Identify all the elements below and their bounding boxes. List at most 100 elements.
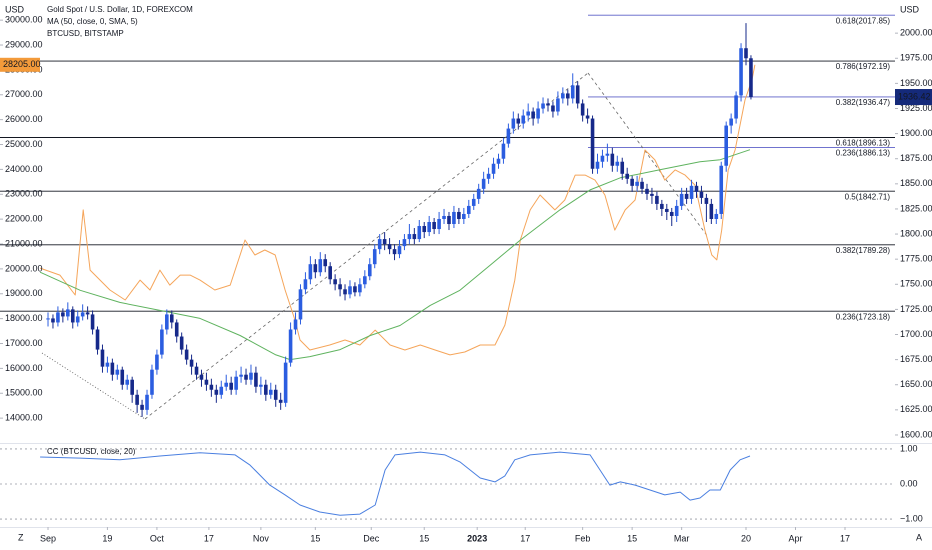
y-tick-label-left: 29000.00: [5, 39, 43, 49]
y-tick-label: 1950.00: [900, 78, 932, 88]
candle-body: [635, 181, 639, 186]
candle-body: [333, 279, 337, 285]
legend-title: Gold Spot / U.S. Dollar, 1D, FOREXCOM: [47, 5, 193, 14]
candle-body: [471, 198, 476, 206]
candle-body: [328, 266, 332, 280]
candle-body: [749, 58, 753, 98]
cc-tick-label: 1.00: [900, 443, 918, 453]
candle-body: [105, 362, 110, 367]
candle-body: [719, 165, 724, 214]
x-tick-label: 15: [310, 533, 320, 543]
candle-body: [338, 284, 342, 290]
x-tick-label: 17: [840, 533, 850, 543]
y-tick-label: 1825.00: [900, 203, 932, 213]
candle-layer: [46, 23, 753, 417]
candle-body: [541, 103, 545, 109]
candle-body: [585, 115, 590, 119]
y-tick-label: 1625.00: [900, 404, 932, 414]
candle-body: [318, 259, 323, 273]
fib-label: 0.236(1723.18): [836, 312, 891, 321]
x-tick-label: Feb: [575, 533, 591, 543]
scroll-icon[interactable]: Z: [18, 532, 24, 542]
axes-layer: 1600.00 1625.00 1650.00 1675.00 1700.00 1725.…: [0, 15, 932, 543]
candle-body: [605, 153, 610, 156]
candle-body: [278, 399, 283, 403]
candle-body: [46, 318, 50, 320]
candle-body: [199, 374, 204, 380]
x-tick-label: Dec: [363, 533, 380, 543]
candle-body: [620, 161, 625, 174]
y-tick-label: 1975.00: [900, 53, 932, 63]
trend-line: [587, 72, 709, 238]
candle-body: [80, 312, 85, 317]
candle-body: [382, 239, 387, 245]
candle-body: [308, 264, 313, 280]
y-tick-label: 2000.00: [900, 28, 932, 38]
candle-body: [165, 314, 169, 330]
y-tick-label: 1675.00: [900, 354, 932, 364]
candle-body: [194, 366, 199, 375]
candle-body: [214, 389, 219, 395]
auto-scale-icon[interactable]: A: [916, 532, 922, 542]
candle-body: [457, 211, 461, 219]
fib-label: 0.382(1789.28): [836, 246, 891, 255]
candle-body: [179, 336, 184, 350]
fib-label: 0.5(1842.71): [845, 192, 891, 201]
candle-body: [422, 226, 427, 233]
y-tick-label-left: 27000.00: [5, 89, 43, 99]
candle-body: [625, 173, 629, 179]
y-tick-label-left: 25000.00: [5, 139, 43, 149]
candle-body: [615, 161, 620, 166]
candle-body: [521, 115, 526, 124]
candle-body: [323, 259, 328, 267]
candle-body: [462, 213, 466, 219]
candle-body: [75, 316, 80, 323]
y-tick-label: 1875.00: [900, 153, 932, 163]
candle-body: [437, 218, 441, 230]
candle-body: [476, 188, 481, 199]
candle-body: [561, 93, 565, 99]
candle-body: [100, 349, 105, 367]
candle-body: [551, 105, 555, 112]
candle-body: [377, 239, 382, 250]
right-unit: USD: [900, 4, 920, 14]
candle-body: [204, 379, 209, 385]
candle-body: [580, 103, 585, 116]
candle-body: [229, 382, 233, 390]
candle-body: [660, 203, 664, 209]
candle-body: [135, 394, 139, 405]
x-tick-label: Mar: [674, 533, 690, 543]
candle-body: [234, 376, 238, 390]
y-tick-label-left: 22000.00: [5, 214, 43, 224]
legend-cc: CC (BTCUSD, close, 20): [47, 447, 136, 456]
x-tick-label: 2023: [467, 533, 487, 543]
candle-body: [452, 211, 456, 225]
trend-drawings: [41, 72, 709, 420]
y-tick-label: 1900.00: [900, 128, 932, 138]
candle-body: [397, 246, 402, 255]
x-tick-label: 20: [741, 533, 751, 543]
cc-pane: [0, 448, 895, 520]
candle-body: [363, 276, 367, 285]
candle-body: [169, 314, 174, 323]
candle-body: [417, 226, 422, 240]
candle-body: [184, 349, 189, 360]
candle-body: [714, 213, 719, 219]
legend-ma: MA (50, close, 0, SMA, 5): [47, 17, 138, 26]
y-tick-label: 1925.00: [900, 103, 932, 113]
trend-line: [144, 72, 589, 420]
candle-body: [640, 181, 644, 189]
candle-body: [655, 195, 659, 204]
legend-btc: BTCUSD, BITSTAMP: [47, 29, 124, 38]
candle-body: [679, 193, 684, 206]
y-tick-label-left: 19000.00: [5, 288, 43, 298]
y-tick-label: 1850.00: [900, 178, 932, 188]
candle-body: [590, 118, 595, 169]
candle-body: [264, 384, 268, 395]
candle-body: [392, 249, 397, 255]
candle-body: [610, 153, 615, 166]
y-tick-label-left: 16000.00: [5, 363, 43, 373]
x-tick-label: 15: [627, 533, 637, 543]
y-tick-label: 1800.00: [900, 228, 932, 238]
y-tick-label-left: 20000.00: [5, 263, 43, 273]
